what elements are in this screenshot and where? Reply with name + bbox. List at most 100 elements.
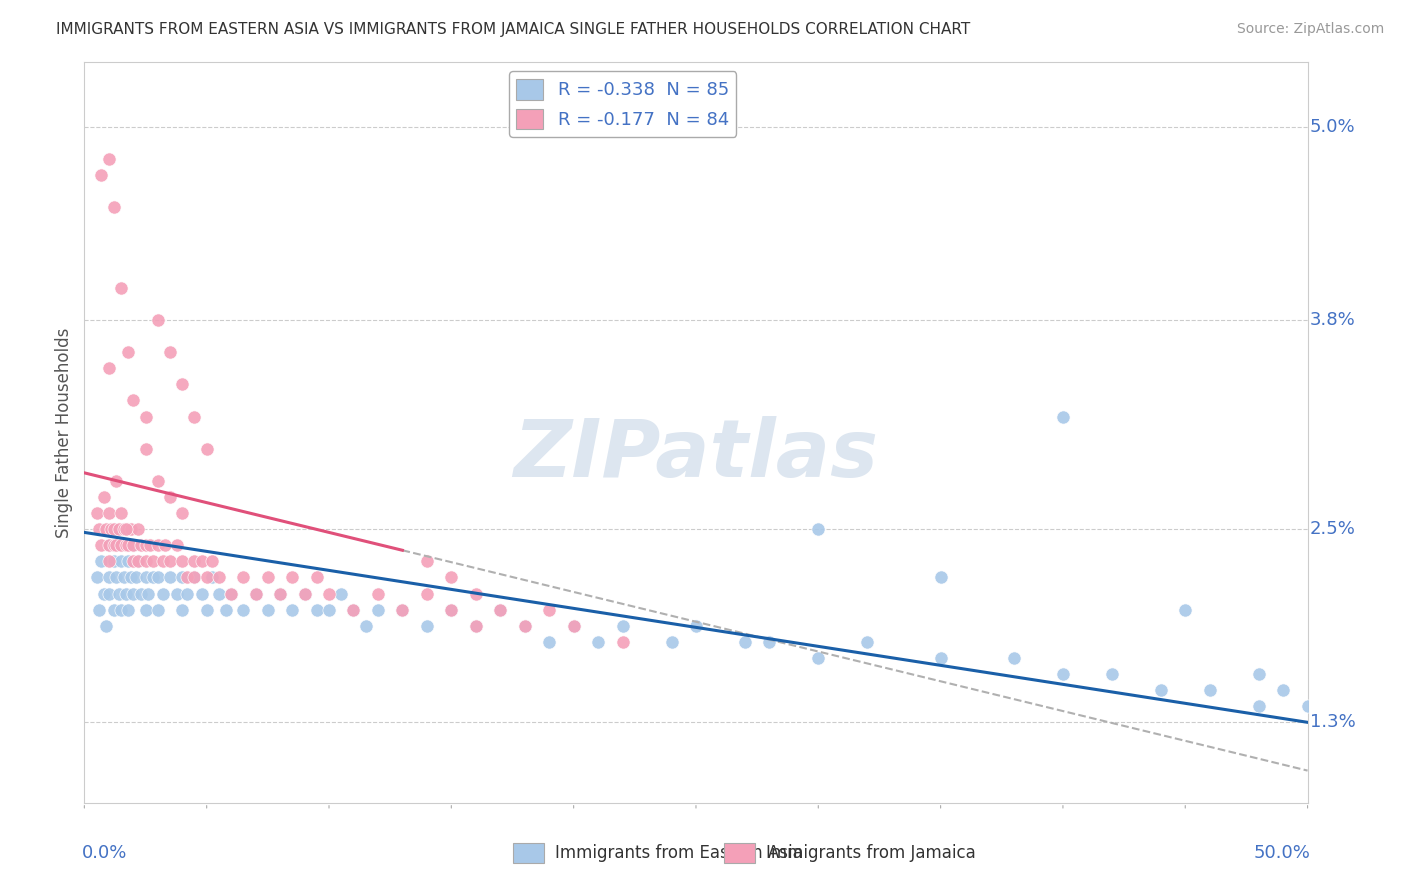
Point — [110, 602, 132, 616]
Point — [219, 586, 242, 600]
Point — [538, 635, 561, 649]
Point — [245, 586, 267, 600]
Point — [1052, 409, 1074, 424]
Point — [97, 506, 120, 520]
Point — [87, 522, 110, 536]
Point — [115, 538, 138, 552]
Point — [142, 570, 165, 584]
Point — [129, 586, 152, 600]
Point — [391, 602, 413, 616]
Point — [685, 619, 707, 633]
Point — [139, 538, 162, 552]
Point — [103, 602, 125, 616]
Text: 0.0%: 0.0% — [82, 844, 128, 862]
Point — [183, 570, 205, 584]
Point — [489, 602, 512, 616]
Point — [129, 538, 152, 552]
Point — [281, 570, 304, 584]
Point — [440, 602, 463, 616]
Point — [90, 168, 112, 182]
Point — [219, 586, 242, 600]
Text: 2.5%: 2.5% — [1310, 520, 1355, 538]
Point — [117, 602, 139, 616]
Point — [856, 635, 879, 649]
Point — [200, 570, 222, 584]
Point — [105, 474, 128, 488]
Point — [110, 506, 132, 520]
Point — [135, 554, 157, 568]
Point — [105, 570, 128, 584]
Point — [86, 506, 108, 520]
Point — [146, 602, 169, 616]
Point — [257, 602, 280, 616]
Point — [416, 586, 439, 600]
Point — [464, 619, 486, 633]
Point — [1150, 683, 1173, 698]
Point — [136, 586, 159, 600]
Point — [97, 361, 120, 376]
Point — [110, 554, 132, 568]
Point — [112, 522, 135, 536]
Point — [416, 619, 439, 633]
Point — [153, 538, 176, 552]
Point — [120, 522, 142, 536]
Point — [97, 152, 120, 166]
Point — [208, 586, 231, 600]
Point — [807, 651, 830, 665]
Point — [135, 442, 157, 456]
Point — [1002, 651, 1025, 665]
Point — [513, 619, 536, 633]
Point — [513, 619, 536, 633]
Point — [115, 522, 138, 536]
Legend: R = -0.338  N = 85, R = -0.177  N = 84: R = -0.338 N = 85, R = -0.177 N = 84 — [509, 71, 737, 136]
Point — [562, 619, 585, 633]
Point — [152, 586, 174, 600]
Text: Immigrants from Jamaica: Immigrants from Jamaica — [766, 844, 976, 862]
Point — [330, 586, 353, 600]
Point — [117, 538, 139, 552]
Point — [1101, 667, 1123, 681]
Point — [97, 570, 120, 584]
Point — [489, 602, 512, 616]
Y-axis label: Single Father Households: Single Father Households — [55, 327, 73, 538]
Point — [195, 602, 218, 616]
Point — [122, 554, 145, 568]
Point — [269, 586, 291, 600]
Point — [103, 538, 125, 552]
Text: ZIPatlas: ZIPatlas — [513, 416, 879, 494]
Point — [176, 586, 198, 600]
Point — [440, 602, 463, 616]
Text: Source: ZipAtlas.com: Source: ZipAtlas.com — [1237, 22, 1385, 37]
Point — [464, 619, 486, 633]
Point — [142, 554, 165, 568]
Point — [257, 570, 280, 584]
Point — [305, 602, 328, 616]
Point — [103, 200, 125, 214]
Point — [117, 345, 139, 359]
Point — [195, 442, 218, 456]
Point — [146, 538, 169, 552]
Point — [103, 522, 125, 536]
Point — [294, 586, 316, 600]
Text: IMMIGRANTS FROM EASTERN ASIA VS IMMIGRANTS FROM JAMAICA SINGLE FATHER HOUSEHOLDS: IMMIGRANTS FROM EASTERN ASIA VS IMMIGRAN… — [56, 22, 970, 37]
Point — [342, 602, 364, 616]
Point — [661, 635, 683, 649]
Point — [367, 586, 389, 600]
Point — [183, 554, 205, 568]
Point — [538, 602, 561, 616]
Point — [93, 586, 115, 600]
Point — [318, 586, 340, 600]
Point — [135, 538, 157, 552]
Point — [215, 602, 238, 616]
Point — [172, 506, 194, 520]
Point — [929, 570, 952, 584]
Point — [103, 554, 125, 568]
Point — [96, 522, 118, 536]
Point — [110, 281, 132, 295]
Point — [135, 570, 157, 584]
Point — [183, 570, 205, 584]
Point — [172, 377, 194, 392]
Point — [1174, 602, 1197, 616]
Point — [176, 570, 198, 584]
Point — [929, 651, 952, 665]
